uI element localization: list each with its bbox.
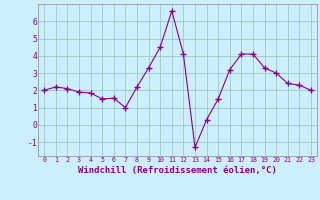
- X-axis label: Windchill (Refroidissement éolien,°C): Windchill (Refroidissement éolien,°C): [78, 166, 277, 175]
